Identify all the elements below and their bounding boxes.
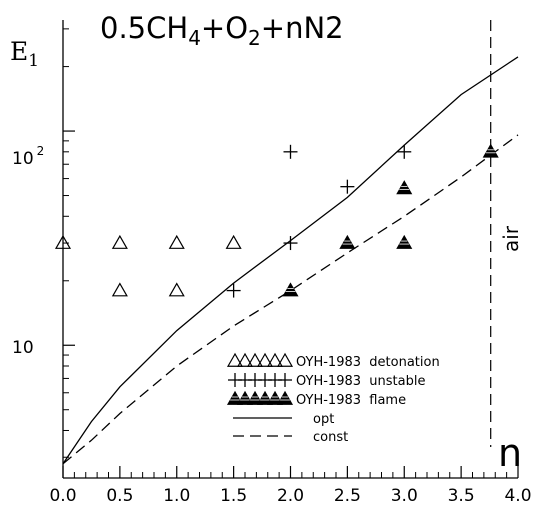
title-part-b-sub: 2 [248,26,261,50]
legend-marker-open-triangle [246,352,264,367]
x-tick-label: 2.5 [334,486,361,506]
x-axis-label: n [498,431,522,475]
data-point-open-triangle [168,234,185,249]
curve-const [62,134,519,465]
legend-marker-filled-triangle [266,390,284,405]
filled-triangle-body [282,282,299,297]
legend-label: OYH-1983 flame [296,393,406,408]
title-part-c: +nN2 [261,11,344,45]
filled-triangle-body [266,390,284,405]
y-tick-label-10: 10 [12,338,34,358]
legend-entry: OYH-1983 unstable [228,373,425,389]
legend-marker-plus [278,373,292,387]
legend-marker-filled-triangle [256,390,274,405]
y-tick-label-100: 10 2 [12,144,44,169]
curve-opt [62,56,519,465]
axes: 0.0 0.5 1.0 1.5 2.0 2.5 3.0 3.5 4.0 [49,20,532,506]
data-point-plus [340,179,355,194]
data-point-filled-triangle [339,234,356,249]
y-tick-100-base: 10 [12,149,34,169]
title-part-a: 0.5CH [100,11,188,45]
filled-triangle-body [396,180,413,195]
x-tick-label: 1.0 [163,486,190,506]
legend-label: OYH-1983 unstable [296,374,425,389]
legend-entry: OYH-1983 detonation [226,352,440,370]
data-point-plus [283,144,298,159]
data-point-plus [283,236,298,251]
data-point-filled-triangle [482,143,499,158]
y-axis-label-main: E [10,37,28,66]
title-part-a-sub: 4 [188,26,201,50]
filled-triangle-body [396,234,413,249]
filled-triangle-body [246,390,264,405]
legend-label: OYH-1983 detonation [296,355,440,370]
x-tick-label: 3.0 [391,486,418,506]
chart-title: 0.5CH4+O2+nN2 [100,11,344,50]
filled-triangle-body [482,143,499,158]
legend-label: opt [313,412,334,427]
data-point-plus [226,283,241,298]
filled-triangle-body [276,390,294,405]
curves [62,56,519,465]
x-tick-label: 3.5 [448,486,475,506]
filled-triangle-body [339,234,356,249]
legend: OYH-1983 detonation OYH-1983 unstable OYH-… [226,352,440,445]
legend-label: const [313,430,348,445]
y-axis-label-sub: 1 [28,51,39,71]
data-point-filled-triangle [396,180,413,195]
legend-marker-open-triangle [256,352,274,367]
filled-triangle-body [226,390,244,405]
legend-marker-filled-triangle [236,390,254,405]
x-tick-label: 1.5 [220,486,247,506]
x-tick-label: 0.0 [49,486,76,506]
legend-marker-open-triangle [276,352,294,367]
x-tick-label: 4.0 [504,486,531,506]
legend-marker-filled-triangle [276,390,294,405]
data-point-open-triangle [225,234,242,249]
legend-marker-open-triangle [236,352,254,367]
data-point-open-triangle [168,282,185,297]
legend-marker-open-triangle [226,352,244,367]
data-point-open-triangle [54,234,72,249]
title-part-b: +O [201,11,248,45]
data-point-open-triangle [111,282,128,297]
legend-entry: const [233,430,348,445]
legend-marker-filled-triangle [226,390,244,405]
y-axis-label: E1 [10,37,39,71]
x-tick-label: 2.0 [277,486,304,506]
data-point-filled-triangle [396,234,413,249]
data-point-filled-triangle [282,282,299,297]
filled-triangle-body [256,390,274,405]
x-tick-label: 0.5 [106,486,133,506]
legend-entry: opt [233,412,334,427]
data-point-plus [397,144,412,159]
air-annotation: air [499,225,523,252]
legend-entry: OYH-1983 flame [226,390,406,408]
y-tick-100-exp: 2 [37,144,45,158]
legend-marker-filled-triangle [246,390,264,405]
data-point-open-triangle [111,234,128,249]
filled-triangle-body [236,390,254,405]
markers [54,143,499,298]
legend-marker-open-triangle [266,352,284,367]
